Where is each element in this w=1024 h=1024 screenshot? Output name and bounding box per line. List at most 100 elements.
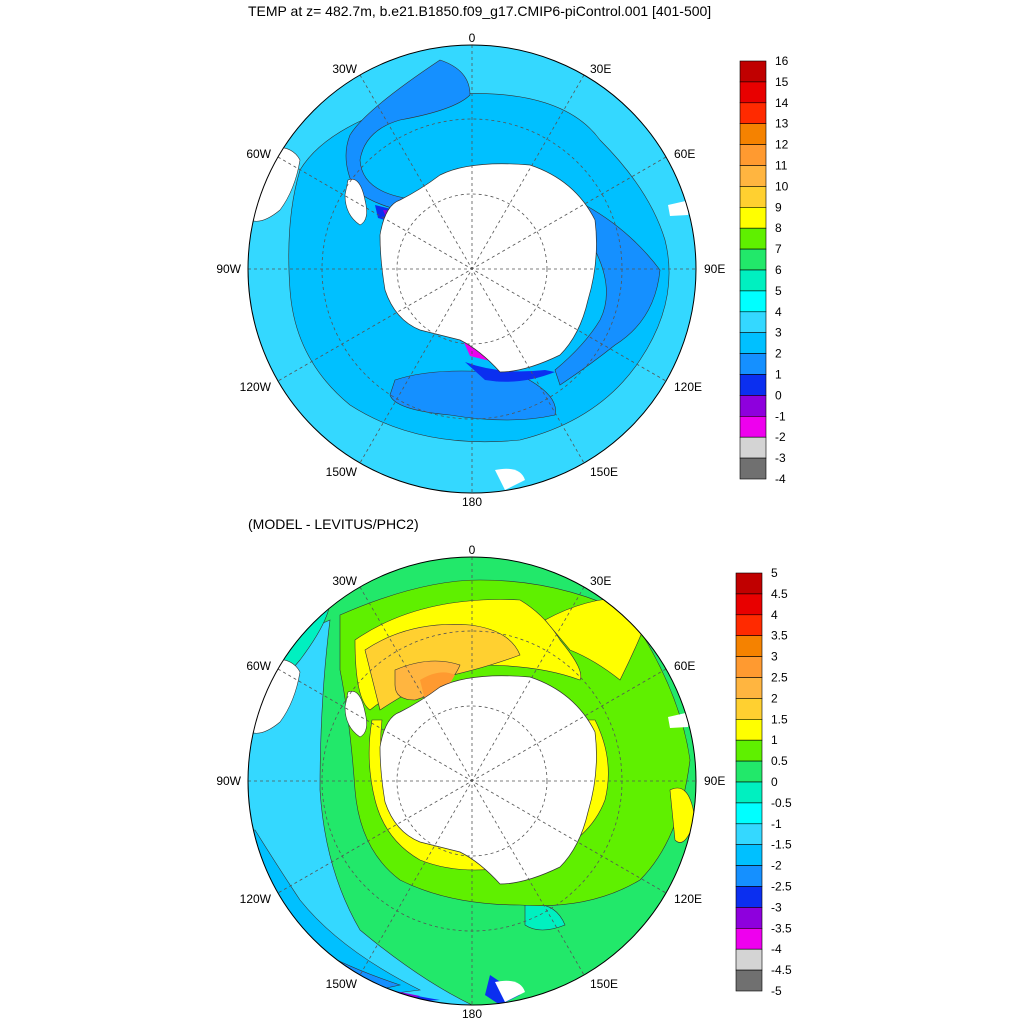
top-field-1to2-east bbox=[554, 204, 661, 386]
bottom-colorbar-box-10 bbox=[735, 781, 763, 804]
top-field-1to2-ross bbox=[389, 370, 556, 421]
top-colorbar-box-6 bbox=[739, 186, 767, 208]
bottom-colorbar-box-8 bbox=[735, 739, 763, 762]
top-colorbar-box-17 bbox=[739, 415, 767, 438]
bottom-colorbar-box-13 bbox=[735, 844, 763, 866]
top-colorbar-box-2 bbox=[739, 102, 767, 125]
top-lon-label-180: 180 bbox=[462, 495, 482, 509]
bottom-polar-map: 0 30E 60E 90E 120E 150E 180 150W 120W 90… bbox=[216, 543, 725, 1021]
bottom-colorbar-box-5 bbox=[735, 677, 763, 699]
bottom-colorbar-box-18 bbox=[735, 948, 763, 971]
bottom-lon-label-180: 180 bbox=[462, 1007, 482, 1021]
bottom-colorbar: 5 4.5 4 3.5 3 2.5 2 1.5 1 0.5 0 -0.5 -1 -1.5 -2 -2.5 -3 -… bbox=[735, 566, 792, 998]
top-lon-label-0: 0 bbox=[469, 31, 476, 45]
top-colorbar-label-8: 8 bbox=[775, 221, 782, 235]
bottom-colorbar-label-14: -2 bbox=[771, 859, 782, 873]
bottom-nz-island bbox=[495, 980, 525, 1002]
bottom-colorbar-box-9 bbox=[735, 760, 763, 783]
top-colorbar-label-15: 1 bbox=[775, 368, 782, 382]
top-lon-label-150w: 150W bbox=[326, 465, 358, 479]
top-antarctic-peninsula bbox=[344, 178, 367, 226]
top-colorbar-box-1 bbox=[739, 81, 767, 104]
top-colorbar-box-19 bbox=[739, 457, 767, 480]
top-polar-map: 0 30E 60E 90E 120E 150E 180 150W 120W 90… bbox=[216, 31, 725, 509]
bottom-lon-label-120e: 120E bbox=[674, 892, 702, 906]
top-colorbar-label-19: -3 bbox=[775, 451, 786, 465]
top-colorbar-label-1: 15 bbox=[775, 75, 789, 89]
bottom-lon-label-30e: 30E bbox=[590, 574, 611, 588]
top-colorbar-label-16: 0 bbox=[775, 388, 782, 402]
top-lon-label-60w: 60W bbox=[246, 147, 271, 161]
bottom-colorbar-box-7 bbox=[735, 718, 763, 741]
bottom-colorbar-box-14 bbox=[735, 865, 763, 887]
top-colorbar-box-18 bbox=[739, 436, 767, 459]
top-colorbar-box-4 bbox=[739, 144, 767, 166]
top-nz-island bbox=[495, 468, 525, 490]
top-colorbar-label-2: 14 bbox=[775, 96, 789, 110]
top-lon-label-30w: 30W bbox=[332, 62, 357, 76]
top-colorbar-label-4: 12 bbox=[775, 138, 789, 152]
bottom-colorbar-box-0 bbox=[735, 572, 763, 595]
top-colorbar-box-5 bbox=[739, 165, 767, 187]
top-colorbar-box-15 bbox=[739, 374, 767, 396]
top-colorbar-label-10: 6 bbox=[775, 263, 782, 277]
bottom-colorbar-label-9: 0.5 bbox=[771, 754, 788, 768]
top-colorbar-label-11: 5 bbox=[775, 284, 782, 298]
bottom-antarctica bbox=[379, 675, 597, 885]
bottom-colorbar-label-2: 4 bbox=[771, 608, 778, 622]
top-lon-label-90e: 90E bbox=[704, 262, 725, 276]
top-colorbar-box-3 bbox=[739, 123, 767, 145]
bottom-colorbar-label-8: 1 bbox=[771, 733, 778, 747]
bottom-colorbar-box-2 bbox=[735, 614, 763, 636]
top-colorbar-label-3: 13 bbox=[775, 117, 789, 131]
bottom-colorbar-box-3 bbox=[735, 635, 763, 657]
bottom-colorbar-box-15 bbox=[735, 886, 763, 908]
bottom-lon-label-90e: 90E bbox=[704, 774, 725, 788]
top-colorbar-label-14: 2 bbox=[775, 347, 782, 361]
top-colorbar-label-18: -2 bbox=[775, 430, 786, 444]
top-lon-label-150e: 150E bbox=[590, 465, 618, 479]
top-map-title: TEMP at z= 482.7m, b.e21.B1850.f09_g17.C… bbox=[248, 3, 712, 19]
top-lon-label-120w: 120W bbox=[240, 380, 272, 394]
top-colorbar-box-16 bbox=[739, 395, 767, 417]
top-colorbar-box-13 bbox=[739, 332, 767, 354]
bottom-colorbar-label-19: -4.5 bbox=[771, 963, 792, 977]
bottom-colorbar-label-18: -4 bbox=[771, 942, 782, 956]
bottom-colorbar-label-10: 0 bbox=[771, 775, 778, 789]
bottom-colorbar-box-1 bbox=[735, 593, 763, 616]
top-lon-label-90w: 90W bbox=[216, 262, 241, 276]
top-lon-label-60e: 60E bbox=[674, 147, 695, 161]
bottom-island-east bbox=[668, 712, 690, 728]
bottom-colorbar-box-19 bbox=[735, 969, 763, 992]
top-graticule bbox=[248, 45, 696, 493]
bottom-lon-label-60w: 60W bbox=[246, 659, 271, 673]
bottom-lon-label-150e: 150E bbox=[590, 977, 618, 991]
bottom-colorbar-box-11 bbox=[735, 802, 763, 825]
top-colorbar-box-9 bbox=[739, 248, 767, 271]
top-colorbar-label-7: 9 bbox=[775, 200, 782, 214]
bottom-map-title: (MODEL - LEVITUS/PHC2) bbox=[248, 516, 419, 532]
top-antarctica bbox=[379, 163, 597, 373]
bottom-colorbar-label-1: 4.5 bbox=[771, 587, 788, 601]
top-colorbar-box-12 bbox=[739, 311, 767, 333]
top-colorbar-label-0: 16 bbox=[775, 54, 789, 68]
bottom-colorbar-label-20: -5 bbox=[771, 984, 782, 998]
bottom-graticule bbox=[248, 557, 696, 1005]
top-colorbar-label-12: 4 bbox=[775, 305, 782, 319]
top-colorbar-box-14 bbox=[739, 353, 767, 375]
bottom-antarctic-peninsula bbox=[344, 690, 367, 738]
top-colorbar-label-20: -4 bbox=[775, 472, 786, 486]
top-colorbar-box-0 bbox=[739, 60, 767, 83]
top-colorbar-box-8 bbox=[739, 227, 767, 250]
bottom-field-2.5to3 bbox=[420, 672, 455, 700]
bottom-colorbar-label-0: 5 bbox=[771, 566, 778, 580]
bottom-colorbar-label-3: 3.5 bbox=[771, 629, 788, 643]
bottom-colorbar-box-4 bbox=[735, 656, 763, 678]
top-colorbar-label-6: 10 bbox=[775, 179, 789, 193]
top-lon-label-30e: 30E bbox=[590, 62, 611, 76]
top-colorbar-box-7 bbox=[739, 207, 767, 229]
bottom-colorbar-label-15: -2.5 bbox=[771, 880, 792, 894]
bottom-colorbar-label-7: 1.5 bbox=[771, 712, 788, 726]
